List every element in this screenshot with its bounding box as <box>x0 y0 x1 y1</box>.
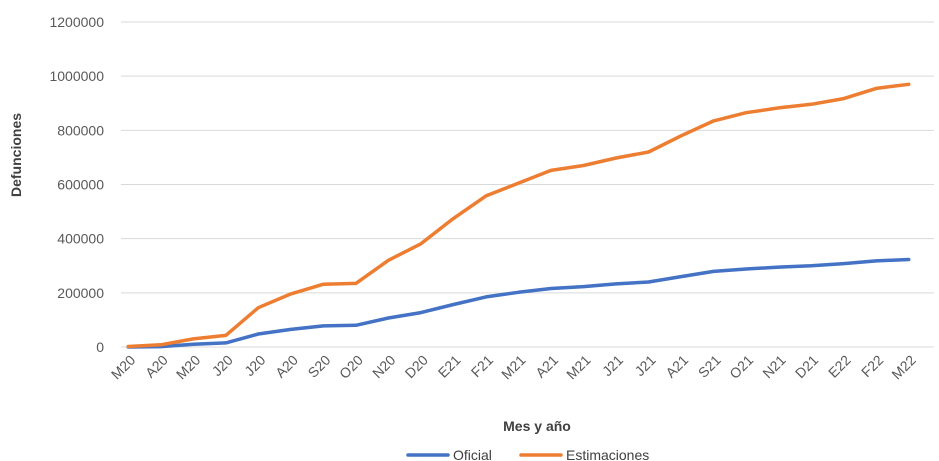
y-tick-label: 600000 <box>57 177 104 193</box>
x-tick-label: F21 <box>468 352 497 381</box>
y-tick-label: 0 <box>96 339 104 355</box>
x-tick-label: J20 <box>241 352 268 379</box>
gridlines <box>121 21 934 348</box>
x-tick-label: D21 <box>792 352 822 382</box>
y-tick-label: 1000000 <box>49 68 104 84</box>
x-tick-label: J21 <box>631 352 658 379</box>
y-axis-title: Defunciones <box>8 113 24 197</box>
x-tick-label: M20 <box>173 352 204 383</box>
x-tick-label: A21 <box>532 352 561 381</box>
x-tick-label: D20 <box>402 352 432 382</box>
x-tick-label: E21 <box>435 352 464 381</box>
series-line-estimaciones <box>126 82 911 349</box>
x-tick-label: O20 <box>336 352 366 382</box>
y-tick-label: 800000 <box>57 122 104 138</box>
x-tick-label: J20 <box>209 352 236 379</box>
series-lines <box>126 82 911 349</box>
x-tick-label: O21 <box>726 352 756 382</box>
x-tick-label: N20 <box>369 352 399 382</box>
legend: Oficial Estimaciones <box>406 447 649 461</box>
x-tick-label: M21 <box>498 352 529 383</box>
y-tick-label: 400000 <box>57 231 104 247</box>
x-tick-label: M22 <box>888 352 919 383</box>
x-tick-label: M21 <box>563 352 594 383</box>
y-axis-tick-labels: 0 200000 400000 600000 800000 1000000 1200000 <box>49 14 104 355</box>
x-tick-label: E22 <box>825 352 854 381</box>
x-tick-label: S20 <box>305 352 334 381</box>
legend-label: Estimaciones <box>566 447 649 461</box>
x-tick-label: A20 <box>272 352 301 381</box>
x-axis-title: Mes y año <box>503 418 571 434</box>
x-tick-label: A21 <box>662 352 691 381</box>
x-tick-label: M20 <box>108 352 139 383</box>
x-tick-label: S21 <box>695 352 724 381</box>
x-axis-tick-labels: M20 A20 M20 J20 J20 A20 S20 O20 N20 D20 E21 F21 M21 A… <box>108 352 919 383</box>
legend-label: Oficial <box>453 447 492 461</box>
y-tick-label: 200000 <box>57 285 104 301</box>
x-tick-label: A20 <box>142 352 171 381</box>
x-tick-label: F22 <box>858 352 887 381</box>
x-tick-label: J21 <box>599 352 626 379</box>
series-line-oficial <box>126 257 911 349</box>
x-tick-label: N21 <box>759 352 789 382</box>
y-tick-label: 1200000 <box>49 14 104 30</box>
